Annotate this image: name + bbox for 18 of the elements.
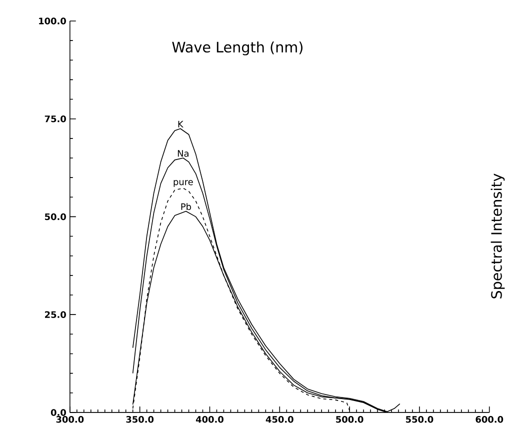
y-tick-label: 0.0	[50, 408, 66, 416]
series-label: pure	[174, 180, 193, 187]
x-tick-label: 450.0	[266, 416, 294, 423]
x-tick-label: 500.0	[336, 416, 364, 423]
x-tick-label: 300.0	[56, 416, 84, 423]
y-tick-label: 25.0	[45, 310, 66, 318]
series-label: Pb	[181, 202, 192, 210]
x-tick-label: 550.0	[406, 416, 434, 423]
y-axis-title: Spectral Intensity	[490, 173, 505, 298]
x-axis-title: Wave Length (nm)	[172, 41, 302, 56]
x-tick-label: 600.0	[476, 416, 504, 423]
y-tick-label: 75.0	[44, 115, 66, 122]
x-tick-label: 350.0	[126, 416, 154, 423]
x-tick-label: 400.0	[196, 416, 224, 423]
y-tick-label: 50.0	[44, 213, 66, 220]
y-tick-label: 100.0	[39, 17, 66, 24]
series-label: K	[178, 120, 184, 128]
series-label: Na	[178, 150, 188, 157]
